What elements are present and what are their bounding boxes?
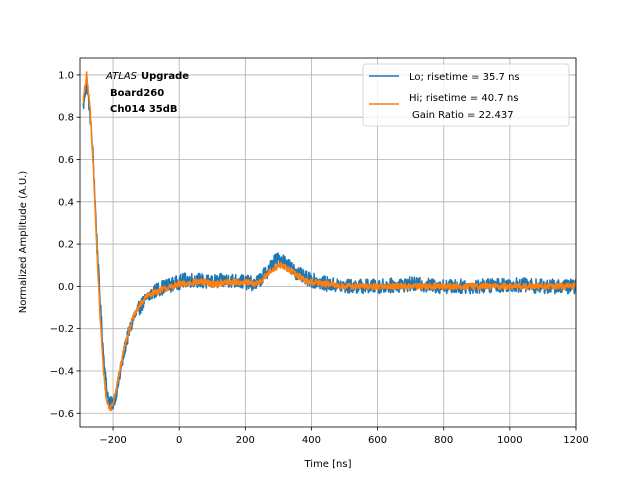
y-tick-label: −0.6 xyxy=(50,409,74,420)
annotation-upgrade: Upgrade xyxy=(141,71,189,82)
x-tick-label: 0 xyxy=(176,435,182,446)
plot-frame xyxy=(79,57,577,428)
series-layer xyxy=(82,71,576,412)
x-tick-label: 800 xyxy=(434,435,453,446)
x-axis-label: Time [ns] xyxy=(303,459,351,470)
x-tick-label: 1200 xyxy=(563,435,588,446)
legend: Lo; risetime = 35.7 ns Hi; risetime = 40… xyxy=(362,63,570,127)
annotation-line-1: ATLAS Upgrade xyxy=(105,71,189,82)
y-tick-label: 1.0 xyxy=(58,70,74,81)
annotation-channel: Ch014 35dB xyxy=(110,104,178,115)
x-tick-label: 600 xyxy=(368,435,387,446)
x-tick-label: 400 xyxy=(302,435,321,446)
x-tick-label: −200 xyxy=(99,435,126,446)
y-tick-label: 0.4 xyxy=(58,197,74,208)
legend-box xyxy=(362,63,570,127)
y-tick-label: −0.2 xyxy=(50,324,74,335)
series-line-lo xyxy=(82,77,576,411)
y-tick-label: 0.8 xyxy=(58,113,74,124)
annotation-board: Board260 xyxy=(110,88,164,99)
annotation-atlas: ATLAS xyxy=(105,71,138,82)
legend-label-hi-gain: Gain Ratio = 22.437 xyxy=(412,110,514,121)
x-tick-label: 200 xyxy=(236,435,255,446)
y-tick-label: 0.2 xyxy=(58,240,74,251)
y-axis-label: Normalized Amplitude (A.U.) xyxy=(18,171,29,314)
y-tick-label: 0.6 xyxy=(58,155,74,166)
series-line-hi xyxy=(82,71,576,412)
annotation: ATLAS Upgrade Board260 Ch014 35dB xyxy=(105,71,189,115)
y-tick-label: 0.0 xyxy=(58,282,74,293)
legend-label-lo: Lo; risetime = 35.7 ns xyxy=(409,72,520,83)
axis-ticks: −200 0 200 400 600 800 1000 1200 −0.6 −0.4 −0.2 0.0… xyxy=(50,70,589,446)
y-tick-label: −0.4 xyxy=(50,366,74,377)
legend-label-hi: Hi; risetime = 40.7 ns xyxy=(409,93,518,104)
x-tick-label: 1000 xyxy=(497,435,522,446)
